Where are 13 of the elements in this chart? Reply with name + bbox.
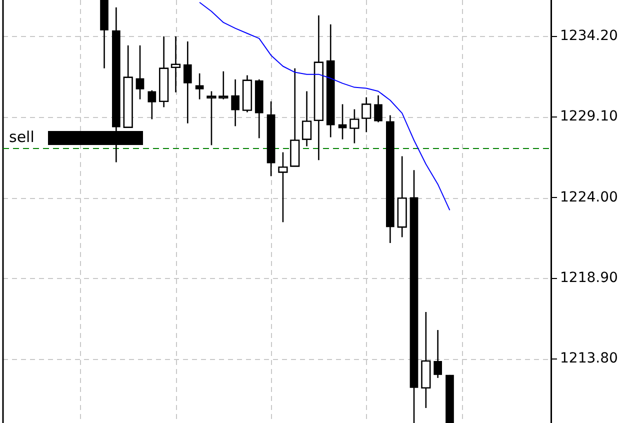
candlestick (231, 78, 240, 127)
y-tick-label: 1213.80 (560, 350, 618, 367)
candlestick (434, 329, 442, 379)
candlestick (183, 40, 192, 124)
candlestick (136, 44, 144, 100)
y-tick-label: 1218.90 (560, 270, 618, 286)
y-tick-label: 1229.10 (560, 108, 618, 125)
candlestick (195, 72, 204, 100)
y-tick-label: 1224.00 (560, 189, 618, 206)
candlestick (148, 90, 156, 120)
candlestick (374, 94, 382, 123)
ref-line-label: sell (9, 128, 34, 146)
y-tick-label: 1234.20 (560, 28, 618, 44)
